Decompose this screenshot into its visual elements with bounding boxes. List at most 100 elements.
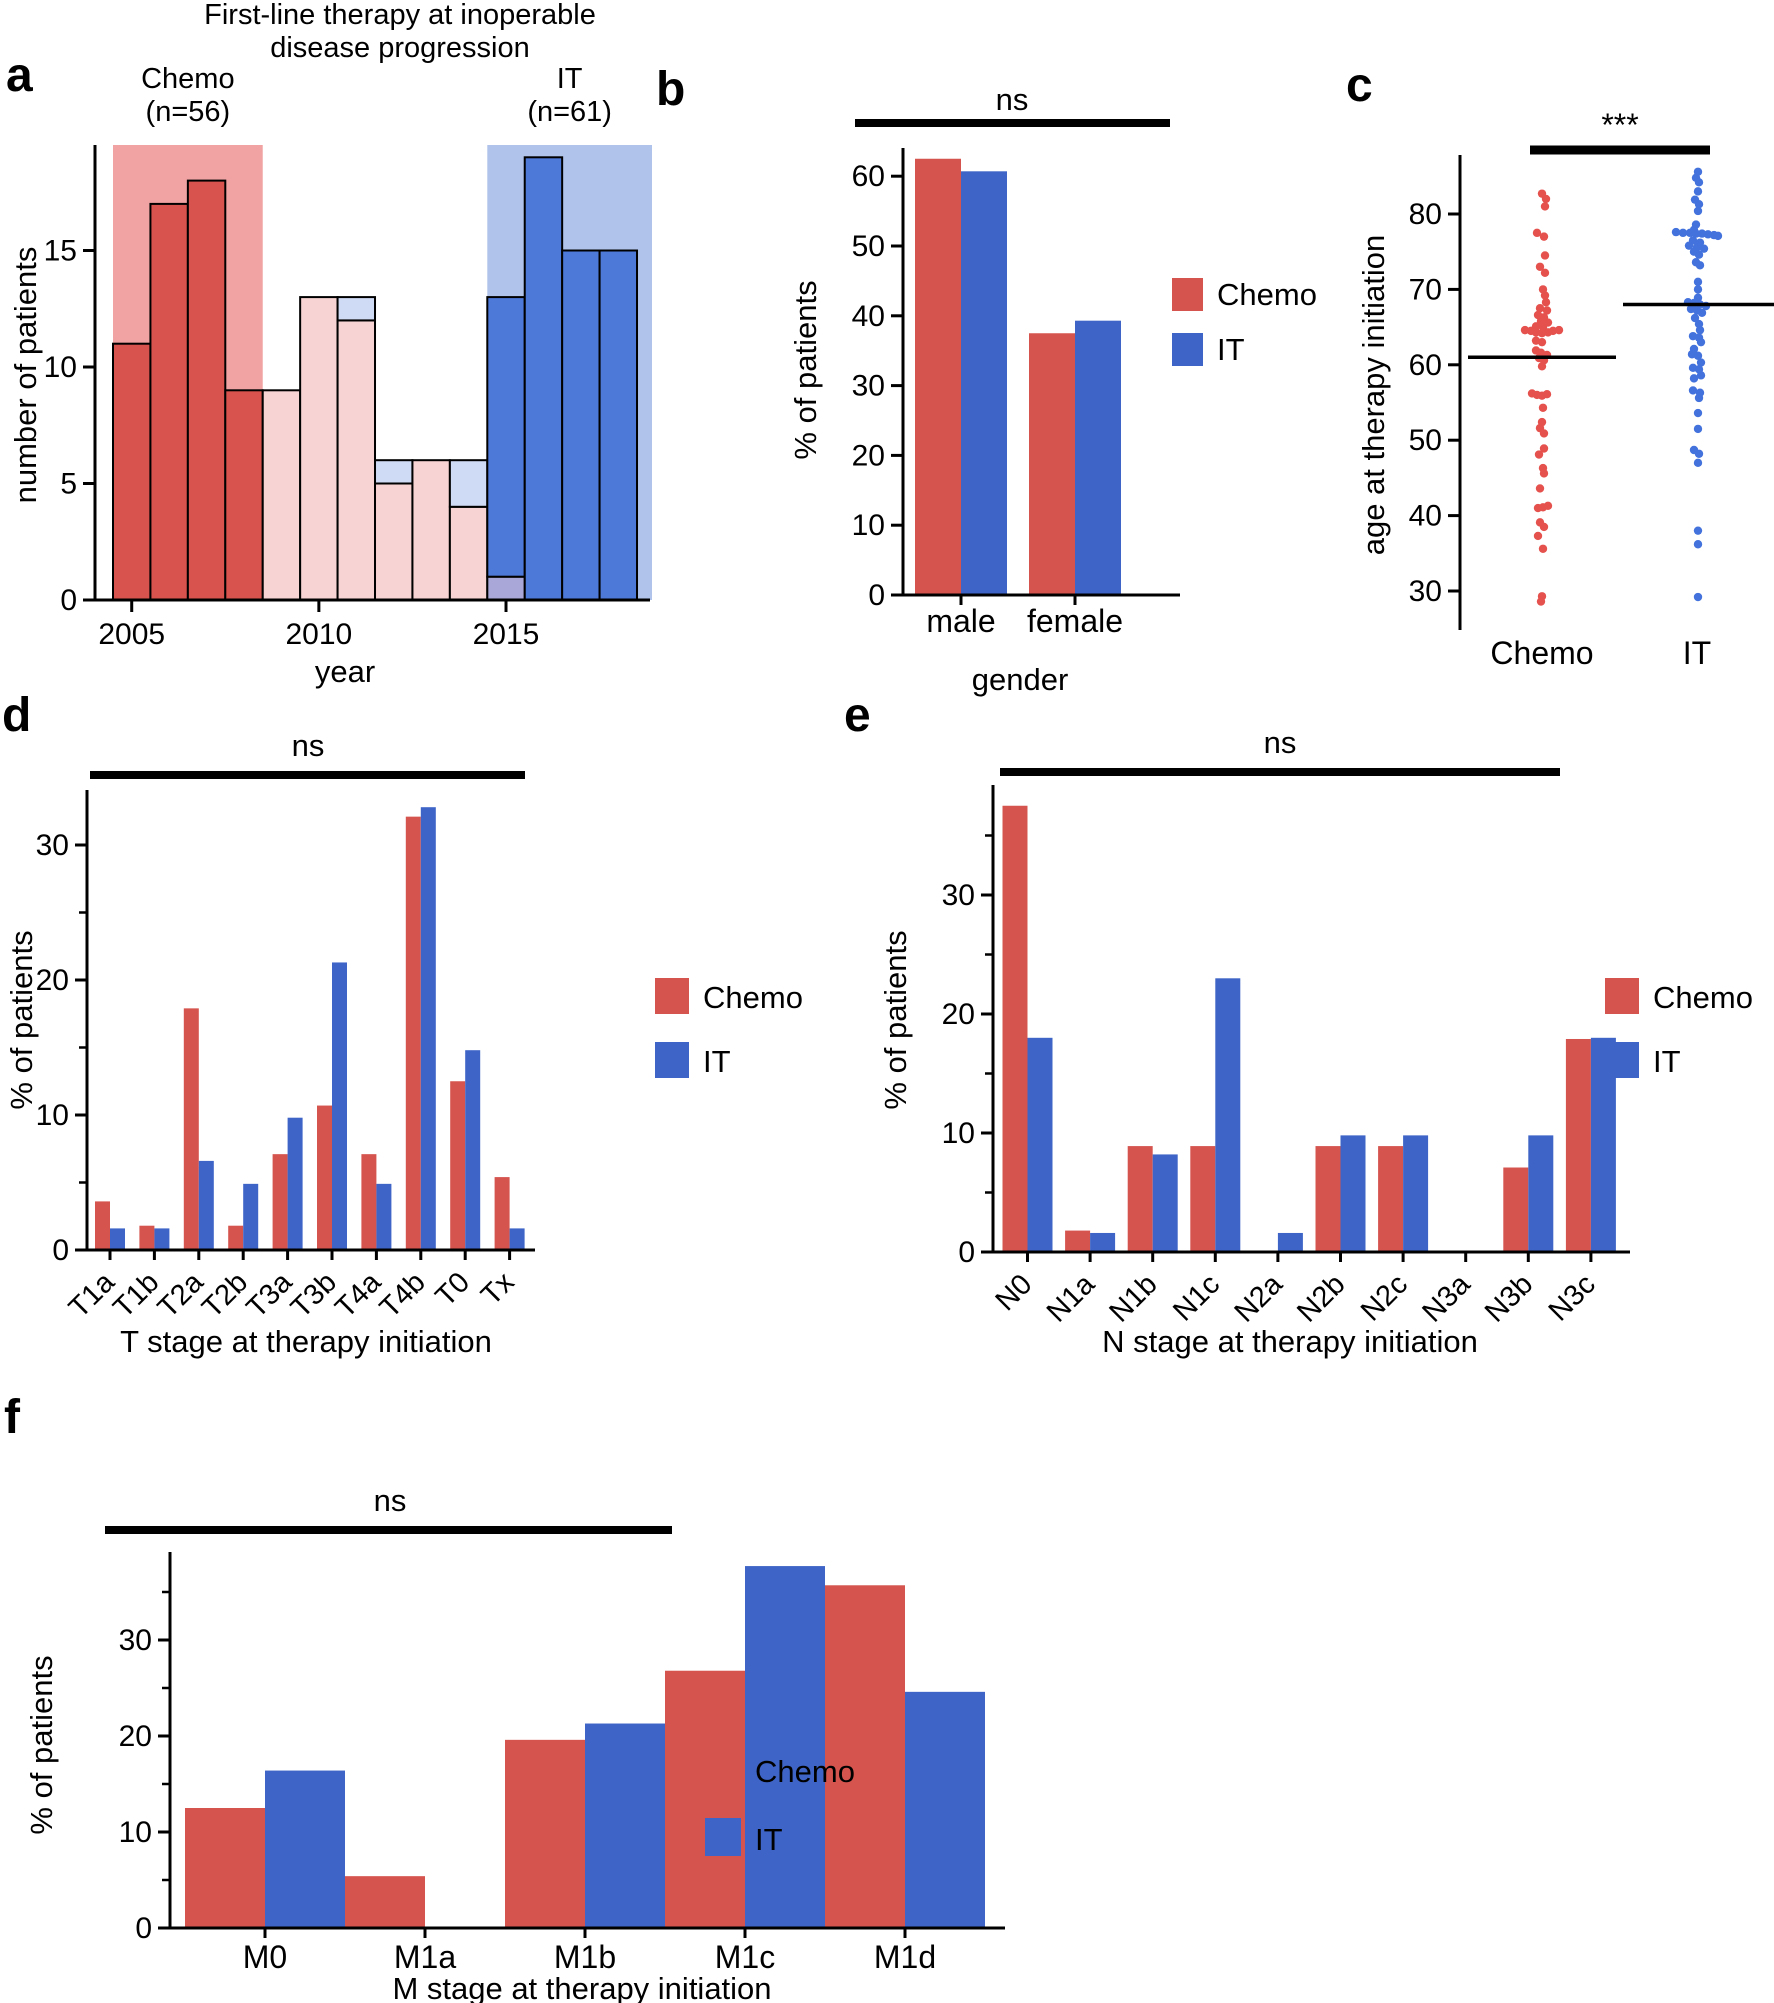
data-point-chemo [1535,262,1545,271]
bar-chemo-N1c [1190,1146,1216,1252]
data-point-chemo [1538,403,1548,412]
y-axis-title: % of patients [878,930,913,1109]
hist-bar-2012 [374,482,414,601]
y-tick-label: 15 [44,235,77,268]
bar-it-female [1075,320,1121,595]
legend-label: Chemo [755,1754,855,1789]
data-point-chemo [1540,251,1550,260]
data-point-chemo [1539,469,1549,478]
hist-bar-2016 [523,156,564,602]
x-tick-label: N2c [1355,1268,1414,1327]
bar-chemo-N3b [1503,1167,1529,1252]
hist-bar-2013 [411,459,451,602]
y-tick-label: 70 [1409,273,1442,306]
panel-letter-e: e [844,689,871,742]
data-point-chemo [1537,337,1547,347]
highlight-label: IT [557,63,583,95]
bar-chemo-T3b [317,1105,332,1250]
bar-chemo-T1b [139,1225,155,1250]
hist-bar-2015 [486,575,526,602]
data-point-chemo [1543,501,1553,510]
x-tick-label: 2015 [473,618,540,651]
data-point-chemo [1539,522,1549,532]
bar-chemo-M1c [665,1670,745,1928]
legend-swatch-chemo [1172,278,1203,311]
y-tick-label: 10 [942,1117,975,1150]
data-point-it [1696,358,1706,367]
x-tick-label: N3a [1416,1268,1477,1329]
significance-label: ns [996,82,1029,117]
x-tick-label: N2b [1291,1268,1351,1328]
bar-chemo-M1b [505,1739,585,1928]
data-point-it [1693,592,1703,602]
x-tick-label: M1b [554,1939,616,1975]
bar-it-Tx [509,1228,525,1250]
y-tick-label: 60 [852,160,885,193]
y-tick-label: 40 [1409,500,1442,533]
panel-letter-f: f [4,1391,20,1444]
significance-label: *** [1601,107,1638,143]
y-tick-label: 30 [942,879,975,912]
y-tick-label: 20 [852,439,885,472]
panel-f-mstage-bars: ns 0 10 20 30 M0 M1a M1b M1c M1d M stage at therap… [24,1483,1005,2003]
y-tick-label: 20 [119,1720,152,1753]
legend-label: IT [703,1044,731,1079]
y-axis-title: % of patients [788,280,823,459]
y-axis-title: age at therapy initiation [1356,235,1391,556]
data-point-it [1693,408,1703,418]
data-point-chemo [1554,325,1564,335]
data-point-it [1693,285,1703,294]
y-axis-title: % of patients [24,1655,59,1834]
hist-bar-2006 [149,202,189,601]
data-point-chemo [1541,298,1551,307]
bar-chemo-T4a [361,1154,377,1250]
data-point-it [1693,458,1703,468]
legend-swatch-chemo [705,1750,741,1788]
data-point-it [1690,313,1700,323]
y-axis-title: number of patients [8,247,43,504]
bar-it-T3b [332,962,347,1250]
x-tick-label: M1a [394,1939,456,1975]
y-tick-label: 0 [868,579,885,612]
bar-chemo-T1a [95,1201,110,1250]
legend-swatch-it [1605,1042,1639,1078]
y-tick-label: 40 [852,300,885,333]
data-point-it [1696,337,1706,347]
hist-bar-2011 [336,296,377,322]
bar-it-N3b [1528,1135,1554,1252]
bar-chemo-T2b [228,1225,244,1250]
bar-chemo-male [915,158,961,595]
y-tick-label: 30 [36,829,69,862]
data-point-chemo [1540,202,1550,211]
bar-it-T3a [287,1117,303,1250]
data-point-chemo [1539,232,1549,241]
bar-chemo-T0 [450,1081,466,1250]
legend-swatch-chemo [1605,978,1639,1014]
data-point-chemo [1541,194,1551,204]
data-point-it [1694,199,1704,209]
y-tick-label: 60 [1409,349,1442,382]
data-point-it [1697,308,1707,317]
bar-it-M1b [585,1723,665,1928]
x-tick-label: N1b [1103,1268,1163,1328]
legend-swatch-it [1172,333,1203,366]
data-point-it [1699,244,1709,253]
x-axis-title: M stage at therapy initiation [392,1971,771,2003]
hist-bar-2012 [374,459,414,485]
bar-it-N2c [1403,1135,1429,1252]
legend-label: IT [755,1822,783,1857]
bar-chemo-T2a [183,1008,199,1250]
data-point-it [1693,526,1703,535]
bar-chemo-N2b [1315,1146,1341,1252]
significance-label: ns [374,1483,407,1518]
hist-bar-2008 [224,389,264,601]
bar-chemo-N3c [1565,1038,1591,1252]
data-point-chemo [1532,228,1542,238]
bar-it-N1a [1090,1232,1116,1252]
data-point-it [1693,351,1703,360]
data-point-chemo [1538,544,1548,553]
y-tick-label: 0 [958,1236,975,1269]
panel-c-age-strip: *** 30 40 50 60 70 80 age at therapy initiation… [1356,107,1774,671]
x-tick-label: M0 [243,1939,287,1975]
